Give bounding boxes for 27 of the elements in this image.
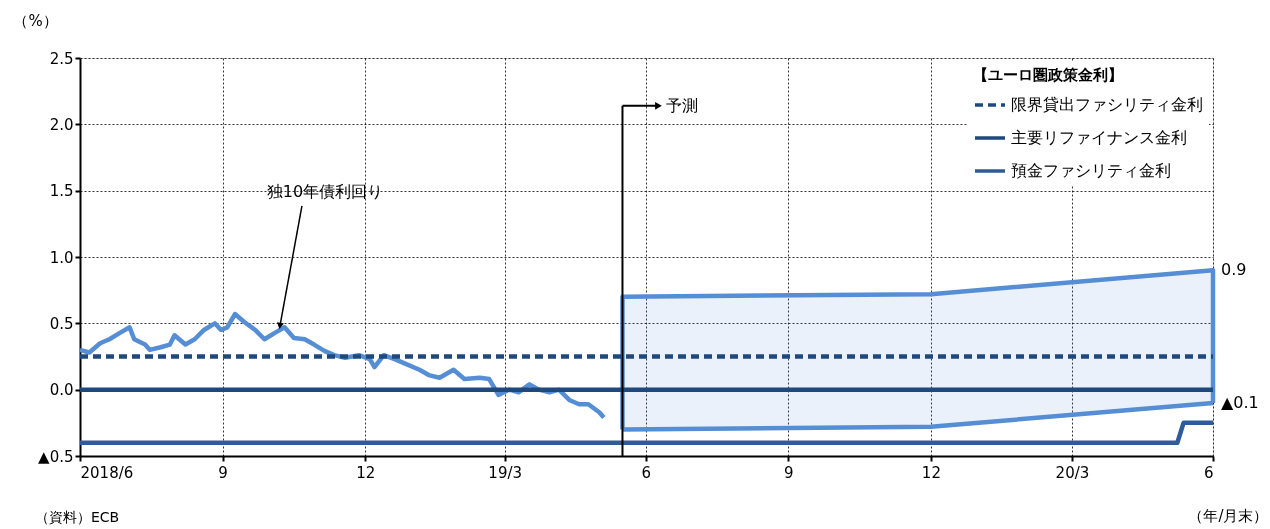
y-tick-label: 1.0 bbox=[49, 248, 74, 267]
y-tick-label: 1.5 bbox=[49, 182, 74, 201]
x-tick-label: 20/3 bbox=[1055, 463, 1090, 482]
x-tick-label: 12 bbox=[921, 463, 941, 482]
legend-label: 預金ファシリティ金利 bbox=[1011, 161, 1171, 180]
annotation: 0.9 bbox=[1221, 260, 1247, 280]
x-tick-label: 6 bbox=[1203, 463, 1214, 482]
y-axis-title: （%） bbox=[13, 11, 58, 30]
annotation: 独10年債利回り bbox=[266, 181, 384, 201]
annotation: ▲0.1 bbox=[1221, 392, 1259, 412]
legend-label: 主要リファイナンス金利 bbox=[1011, 128, 1187, 147]
legend-title: 【ユーロ圏政策金利】 bbox=[973, 66, 1123, 84]
legend-label: 限界貸出ファシリティ金利 bbox=[1011, 95, 1203, 114]
y-tick-label: 0.0 bbox=[49, 381, 74, 400]
x-tick-label: 6 bbox=[641, 463, 651, 482]
y-tick-label: ▲0.5 bbox=[38, 447, 74, 466]
x-tick-label: 12 bbox=[356, 463, 376, 482]
y-tick-label: 2.5 bbox=[49, 49, 74, 68]
x-tick-label: 19/3 bbox=[488, 463, 523, 482]
x-tick-label: 9 bbox=[784, 463, 794, 482]
x-tick-label: 2018/6 bbox=[80, 463, 134, 482]
x-axis-title: （年/月末） bbox=[1188, 506, 1269, 525]
x-tick-label: 9 bbox=[218, 463, 228, 482]
y-tick-label: 2.0 bbox=[49, 115, 74, 134]
y-tick-label: 0.5 bbox=[49, 314, 74, 333]
ref-line-label: 予測 bbox=[666, 95, 699, 115]
text: （資料）ECB bbox=[35, 509, 120, 525]
